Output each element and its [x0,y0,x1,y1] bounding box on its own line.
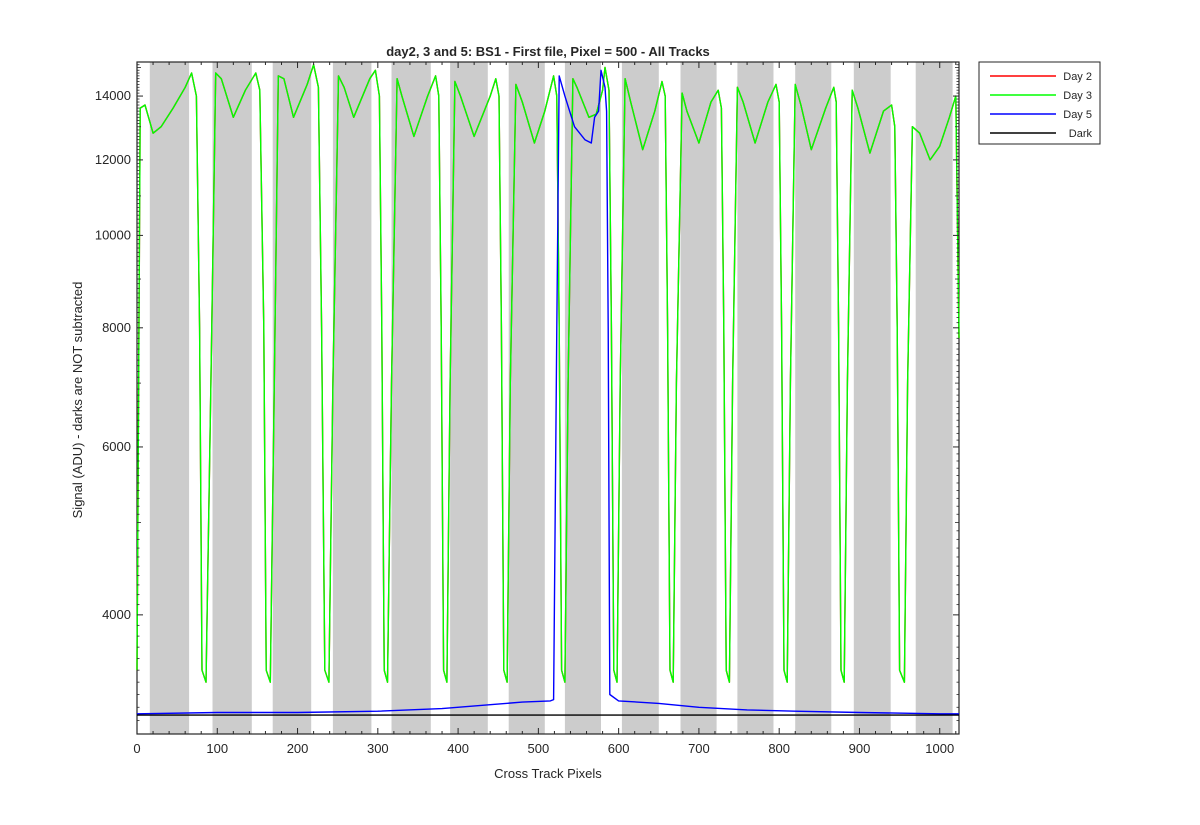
x-tick-label: 300 [367,741,389,756]
background-band-5 [391,62,431,734]
y-tick-label: 14000 [95,88,131,103]
background-band-1 [149,62,190,734]
series-line-day-5 [136,69,959,715]
y-tick-label: 8000 [102,320,131,335]
series-lines [136,64,960,716]
x-tick-label: 800 [768,741,790,756]
background-band-3 [272,62,312,734]
legend-label-day-5: Day 5 [1063,109,1092,121]
background-band-8 [564,62,601,734]
y-tick-label: 10000 [95,227,131,242]
legend-label-day-3: Day 3 [1063,90,1092,102]
legend-label-dark: Dark [1069,128,1093,140]
background-band-10 [680,62,717,734]
legend: Day 2 Day 3 Day 5 Dark [978,61,1101,145]
background-band-13 [853,62,891,734]
background-band-4 [332,62,372,734]
y-axis-ticks: 4000 6000 8000 10000 12000 14000 [95,64,959,721]
x-tick-label: 100 [206,741,228,756]
background-band-6 [450,62,488,734]
x-tick-label: 700 [688,741,710,756]
background-band-2 [212,62,252,734]
y-tick-label: 4000 [102,607,131,622]
x-axis-label: Cross Track Pixels [494,766,602,781]
background-band-14 [915,62,953,734]
y-tick-label: 12000 [95,152,131,167]
background-band-9 [621,62,659,734]
x-tick-label: 0 [133,741,140,756]
y-axis-label: Signal (ADU) - darks are NOT subtracted [70,282,85,519]
legend-label-day-2: Day 2 [1063,71,1092,83]
y-tick-label: 6000 [102,439,131,454]
background-band-11 [737,62,774,734]
chart-title: day2, 3 and 5: BS1 - First file, Pixel =… [386,44,710,59]
series-line-day-3 [136,64,960,683]
x-tick-label: 600 [608,741,630,756]
background-bands [149,62,953,734]
x-tick-label: 1000 [925,741,954,756]
x-axis-ticks: 0 100 200 300 400 500 600 700 800 900 1000 [133,62,957,756]
x-tick-label: 500 [528,741,550,756]
x-tick-label: 900 [849,741,871,756]
x-tick-label: 400 [447,741,469,756]
x-tick-label: 200 [287,741,309,756]
plot-area-frame [136,61,960,735]
background-band-12 [795,62,832,734]
